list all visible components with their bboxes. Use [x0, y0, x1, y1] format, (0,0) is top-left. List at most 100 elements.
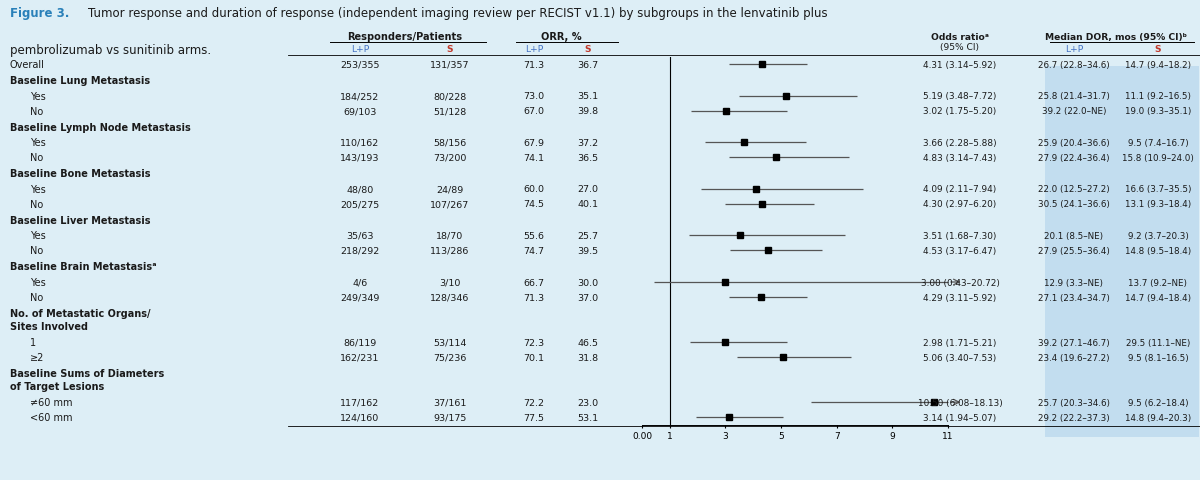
Text: No: No	[30, 200, 43, 209]
Text: 27.9 (25.5–36.4): 27.9 (25.5–36.4)	[1038, 246, 1110, 255]
Text: Overall: Overall	[10, 60, 44, 70]
Text: L+P: L+P	[1064, 45, 1084, 54]
Text: 31.8: 31.8	[577, 353, 599, 362]
Text: 69/103: 69/103	[343, 107, 377, 116]
Text: 9.5 (6.2–18.4): 9.5 (6.2–18.4)	[1128, 398, 1188, 407]
Text: ORR, %: ORR, %	[541, 32, 581, 42]
Text: (95% CI): (95% CI)	[941, 43, 979, 52]
Text: 39.8: 39.8	[577, 107, 599, 116]
Text: 184/252: 184/252	[341, 92, 379, 101]
Text: L+P: L+P	[524, 45, 544, 54]
Text: 249/349: 249/349	[341, 293, 379, 302]
Text: 60.0: 60.0	[523, 185, 545, 194]
Text: 29.5 (11.1–NE): 29.5 (11.1–NE)	[1126, 338, 1190, 347]
Text: 4.30 (2.97–6.20): 4.30 (2.97–6.20)	[923, 200, 997, 209]
Text: 3.02 (1.75–5.20): 3.02 (1.75–5.20)	[923, 107, 997, 116]
Text: 66.7: 66.7	[523, 278, 545, 287]
Text: S: S	[584, 45, 592, 54]
Text: 55.6: 55.6	[523, 231, 545, 240]
Text: 14.8 (9.4–20.3): 14.8 (9.4–20.3)	[1124, 413, 1192, 422]
Text: Yes: Yes	[30, 184, 46, 194]
Text: 117/162: 117/162	[341, 398, 379, 407]
Text: 253/355: 253/355	[341, 60, 379, 70]
Text: 39.2 (27.1–46.7): 39.2 (27.1–46.7)	[1038, 338, 1110, 347]
Text: 14.7 (9.4–18.4): 14.7 (9.4–18.4)	[1124, 293, 1192, 302]
Text: No: No	[30, 292, 43, 302]
Text: 14.8 (9.5–18.4): 14.8 (9.5–18.4)	[1124, 246, 1192, 255]
Text: 13.1 (9.3–18.4): 13.1 (9.3–18.4)	[1124, 200, 1192, 209]
Text: 12.9 (3.3–NE): 12.9 (3.3–NE)	[1044, 278, 1104, 287]
Text: 5.06 (3.40–7.53): 5.06 (3.40–7.53)	[923, 353, 997, 362]
Text: 26.7 (22.8–34.6): 26.7 (22.8–34.6)	[1038, 60, 1110, 70]
Text: ≠60 mm: ≠60 mm	[30, 397, 72, 408]
Text: Odds ratioᵃ: Odds ratioᵃ	[931, 33, 989, 42]
Text: 22.0 (12.5–27.2): 22.0 (12.5–27.2)	[1038, 185, 1110, 194]
Text: 48/80: 48/80	[347, 185, 373, 194]
Text: 53.1: 53.1	[577, 413, 599, 422]
Text: No: No	[30, 107, 43, 117]
Text: S: S	[446, 45, 454, 54]
Text: 27.0: 27.0	[577, 185, 599, 194]
Text: 72.2: 72.2	[523, 398, 545, 407]
Text: 4.09 (2.11–7.94): 4.09 (2.11–7.94)	[923, 185, 997, 194]
Text: 58/156: 58/156	[433, 139, 467, 147]
Text: 23.4 (19.6–27.2): 23.4 (19.6–27.2)	[1038, 353, 1110, 362]
Text: 1: 1	[30, 337, 36, 348]
Text: 39.2 (22.0–NE): 39.2 (22.0–NE)	[1042, 107, 1106, 116]
Text: 75/236: 75/236	[433, 353, 467, 362]
Text: 35.1: 35.1	[577, 92, 599, 101]
Text: 39.5: 39.5	[577, 246, 599, 255]
Text: 5.19 (3.48–7.72): 5.19 (3.48–7.72)	[923, 92, 997, 101]
Text: 113/286: 113/286	[431, 246, 469, 255]
Text: 14.7 (9.4–18.2): 14.7 (9.4–18.2)	[1124, 60, 1192, 70]
Text: 4/6: 4/6	[353, 278, 367, 287]
Text: Baseline Sums of Diameters: Baseline Sums of Diameters	[10, 369, 164, 379]
Text: Yes: Yes	[30, 231, 46, 241]
Text: 74.1: 74.1	[523, 154, 545, 163]
Text: 3.51 (1.68–7.30): 3.51 (1.68–7.30)	[923, 231, 997, 240]
Text: 205/275: 205/275	[341, 200, 379, 209]
Text: 71.3: 71.3	[523, 60, 545, 70]
Text: 124/160: 124/160	[341, 413, 379, 422]
Text: 20.1 (8.5–NE): 20.1 (8.5–NE)	[1044, 231, 1104, 240]
Text: 9.2 (3.7–20.3): 9.2 (3.7–20.3)	[1128, 231, 1188, 240]
Text: Median DOR, mos (95% CI)ᵇ: Median DOR, mos (95% CI)ᵇ	[1045, 33, 1187, 42]
Text: 72.3: 72.3	[523, 338, 545, 347]
Text: 4.29 (3.11–5.92): 4.29 (3.11–5.92)	[923, 293, 997, 302]
Text: Responders/Patients: Responders/Patients	[348, 32, 462, 42]
Text: 37.2: 37.2	[577, 139, 599, 147]
Text: 9.5 (8.1–16.5): 9.5 (8.1–16.5)	[1128, 353, 1188, 362]
Text: 30.0: 30.0	[577, 278, 599, 287]
Text: 73.0: 73.0	[523, 92, 545, 101]
Text: 3.14 (1.94–5.07): 3.14 (1.94–5.07)	[923, 413, 997, 422]
Text: S: S	[1154, 45, 1162, 54]
Text: 71.3: 71.3	[523, 293, 545, 302]
Text: 25.8 (21.4–31.7): 25.8 (21.4–31.7)	[1038, 92, 1110, 101]
Text: 37/161: 37/161	[433, 398, 467, 407]
Text: No: No	[30, 246, 43, 256]
Text: Tumor response and duration of response (independent imaging review per RECIST v: Tumor response and duration of response …	[88, 7, 827, 20]
Text: 131/357: 131/357	[431, 60, 469, 70]
Text: 4.31 (3.14–5.92): 4.31 (3.14–5.92)	[923, 60, 997, 70]
Text: 25.7 (20.3–34.6): 25.7 (20.3–34.6)	[1038, 398, 1110, 407]
Text: Figure 3.: Figure 3.	[10, 7, 68, 20]
Text: Yes: Yes	[30, 92, 46, 102]
Text: 74.5: 74.5	[523, 200, 545, 209]
Text: 19.0 (9.3–35.1): 19.0 (9.3–35.1)	[1124, 107, 1192, 116]
Text: 30.5 (24.1–36.6): 30.5 (24.1–36.6)	[1038, 200, 1110, 209]
Text: of Target Lesions: of Target Lesions	[10, 381, 104, 391]
Text: 86/119: 86/119	[343, 338, 377, 347]
Text: 53/114: 53/114	[433, 338, 467, 347]
Text: No. of Metastatic Organs/: No. of Metastatic Organs/	[10, 309, 150, 319]
Text: Baseline Brain Metastasisᵃ: Baseline Brain Metastasisᵃ	[10, 262, 156, 272]
Text: 4.53 (3.17–6.47): 4.53 (3.17–6.47)	[923, 246, 997, 255]
Text: 25.9 (20.4–36.6): 25.9 (20.4–36.6)	[1038, 139, 1110, 147]
Text: 93/175: 93/175	[433, 413, 467, 422]
Text: Baseline Bone Metastasis: Baseline Bone Metastasis	[10, 169, 150, 179]
Text: 3.00 (0.43–20.72): 3.00 (0.43–20.72)	[920, 278, 1000, 287]
Text: 70.1: 70.1	[523, 353, 545, 362]
Text: Yes: Yes	[30, 138, 46, 148]
Text: 73/200: 73/200	[433, 154, 467, 163]
Text: 80/228: 80/228	[433, 92, 467, 101]
Text: Baseline Lymph Node Metastasis: Baseline Lymph Node Metastasis	[10, 122, 191, 132]
